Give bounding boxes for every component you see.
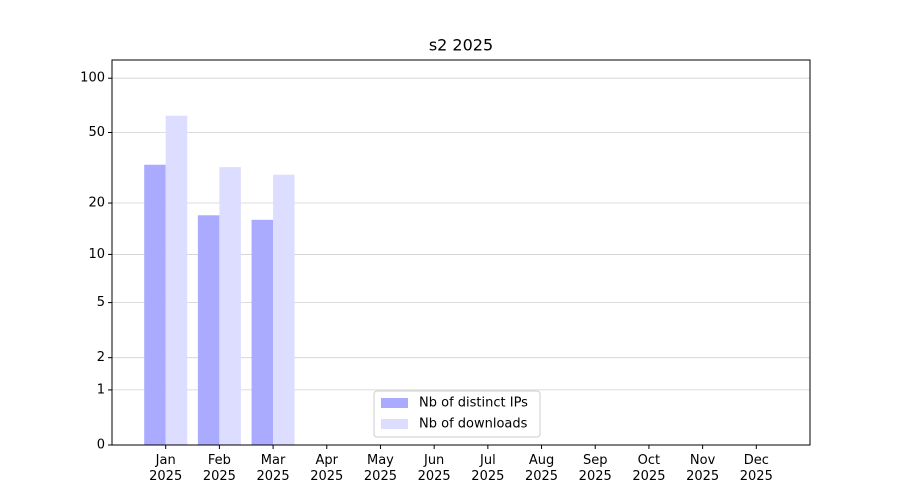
- y-tick-label: 100: [80, 71, 105, 86]
- y-tick-label: 20: [88, 196, 105, 211]
- x-tick-label: Jul 2025: [471, 453, 505, 484]
- x-tick-label: Jun 2025: [417, 453, 451, 484]
- bar: [197, 215, 220, 445]
- chart-title: s2 2025: [429, 36, 493, 55]
- legend-label: Nb of downloads: [419, 417, 528, 432]
- y-tick-label: 2: [97, 350, 105, 365]
- bar: [144, 164, 166, 445]
- y-tick-label: 10: [88, 247, 105, 262]
- x-tick-label: Dec 2025: [739, 453, 773, 484]
- x-tick-label: Sep 2025: [578, 453, 612, 484]
- x-tick-label: Apr 2025: [310, 453, 344, 484]
- bar: [251, 219, 274, 445]
- y-tick-label: 5: [97, 295, 105, 310]
- x-tick-label: May 2025: [363, 453, 397, 484]
- x-tick-label: Jan 2025: [149, 453, 183, 484]
- bar: [219, 167, 241, 445]
- legend-label: Nb of distinct IPs: [419, 396, 528, 411]
- legend-swatch: [381, 398, 408, 408]
- legend-box: [373, 390, 541, 438]
- bar: [165, 115, 188, 445]
- x-tick-label: Feb 2025: [202, 453, 236, 484]
- y-tick-label: 1: [97, 382, 105, 397]
- plot-frame: [111, 59, 811, 446]
- x-tick-label: Nov 2025: [686, 453, 720, 484]
- x-tick-label: Mar 2025: [256, 453, 290, 484]
- legend-swatch: [381, 419, 408, 429]
- x-tick-label: Aug 2025: [524, 453, 559, 484]
- x-tick-label: Oct 2025: [632, 453, 666, 484]
- y-tick-label: 50: [88, 125, 105, 140]
- bar: [273, 174, 295, 445]
- y-tick-label: 0: [97, 438, 105, 453]
